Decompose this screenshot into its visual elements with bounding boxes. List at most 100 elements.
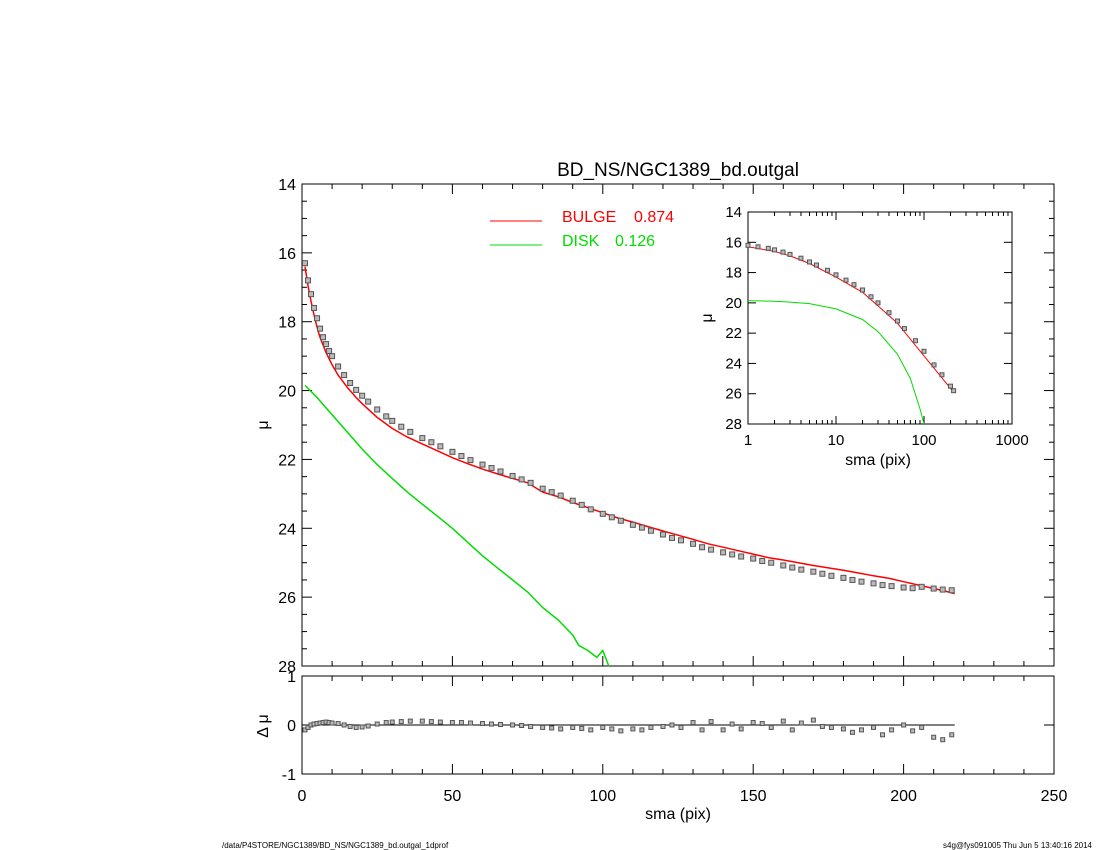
inset-data-point — [895, 318, 901, 324]
residual-point — [458, 720, 464, 726]
residual-point — [810, 717, 816, 723]
inset-data-point — [947, 383, 953, 389]
residual-point — [383, 720, 389, 726]
inset-x-tick-label: 1 — [744, 432, 752, 449]
footer-right: s4g@fys091005 Thu Jun 5 13:40:16 2014 — [943, 841, 1093, 850]
residual-y-tick-label: 0 — [287, 718, 296, 735]
main-data-point — [305, 277, 312, 284]
main-data-point — [302, 260, 309, 267]
residual-point — [858, 727, 864, 733]
main-data-point — [738, 553, 745, 560]
residual-point — [570, 724, 576, 730]
inset-x-tick-label: 100 — [911, 432, 936, 449]
inset-y-tick-label: 28 — [725, 416, 742, 433]
main-y-tick-label: 14 — [278, 177, 296, 194]
inset-data-point — [951, 388, 957, 394]
residual-point — [849, 729, 855, 735]
inset-data-point — [798, 255, 804, 261]
x-tick-label: 250 — [1041, 788, 1068, 805]
main-series — [302, 260, 955, 667]
main-data-point — [647, 527, 654, 534]
inset-data-point — [851, 282, 857, 288]
inset-data-point — [755, 244, 761, 250]
main-data-point — [668, 534, 675, 541]
residual-point — [428, 719, 434, 725]
main-data-point — [888, 583, 895, 590]
main-data-point — [918, 583, 925, 590]
residual-point — [889, 727, 895, 733]
residual-series — [302, 717, 955, 743]
inset-data-point — [833, 272, 839, 278]
residual-point — [489, 721, 495, 727]
residual-point — [419, 718, 425, 724]
residual-point — [528, 723, 534, 729]
inset-x-label: sma (pix) — [845, 452, 911, 469]
inset-data-point — [901, 326, 907, 332]
inset-data-point — [765, 245, 771, 251]
main-data-point — [509, 472, 516, 479]
main-data-point — [798, 566, 805, 573]
main-data-point — [930, 585, 937, 592]
main-data-point — [858, 578, 865, 585]
main-data-point — [458, 452, 465, 459]
main-data-point — [365, 398, 372, 405]
residual-point — [449, 720, 455, 726]
main-data-point — [780, 562, 787, 569]
main-data-point — [690, 540, 697, 547]
inset-frame — [747, 211, 1013, 425]
residual-point — [931, 734, 937, 740]
residual-point — [630, 726, 636, 732]
main-data-point — [437, 443, 444, 450]
residual-y-label: Δ μ — [255, 714, 272, 737]
residual-point — [510, 722, 516, 728]
residual-point — [359, 724, 365, 730]
inset-y-tick-label: 18 — [725, 265, 742, 282]
main-data-point — [629, 521, 636, 528]
main-data-point — [819, 570, 826, 577]
main-data-point — [840, 574, 847, 581]
residual-point — [600, 724, 606, 730]
main-data-point — [879, 582, 886, 589]
main-data-point — [383, 413, 390, 420]
main-data-point — [518, 476, 525, 483]
residual-y-tick-label: -1 — [282, 767, 296, 784]
main-data-point — [317, 325, 324, 332]
residual-point — [949, 732, 955, 738]
residual-point — [819, 723, 825, 729]
main-data-point — [488, 465, 495, 472]
footer-left: /data/P4STORE/NGC1389/BD_NS/NGC1389_bd.o… — [222, 841, 449, 850]
inset-data-point — [939, 372, 945, 378]
main-data-point — [467, 457, 474, 464]
x-tick-label: 150 — [740, 788, 767, 805]
main-data-point — [326, 347, 333, 354]
residual-point — [768, 724, 774, 730]
main-data-point — [497, 468, 504, 475]
main-data-point — [729, 551, 736, 558]
main-data-point — [810, 568, 817, 575]
main-data-point — [659, 531, 666, 538]
residual-point — [669, 722, 675, 728]
main-data-point — [311, 304, 318, 311]
residual-point — [759, 721, 765, 727]
main-data-point — [608, 514, 615, 521]
residual-point — [618, 728, 624, 734]
inset-y-tick-label: 16 — [725, 234, 742, 251]
main-y-tick-label: 22 — [278, 452, 296, 469]
main-data-point — [449, 448, 456, 455]
main-y-tick-label: 20 — [278, 384, 296, 401]
x-tick-label: 0 — [298, 788, 307, 805]
inset-y-label: μ — [699, 313, 716, 322]
main-data-point — [638, 524, 645, 531]
main-data-point — [939, 586, 946, 593]
inset-data-point — [875, 300, 881, 306]
main-data-point — [320, 334, 327, 341]
main-data-point — [527, 479, 534, 486]
residual-point — [407, 718, 413, 724]
x-tick-label: 100 — [589, 788, 616, 805]
residual-point — [365, 723, 371, 729]
main-data-point — [557, 492, 564, 499]
residual-point — [871, 724, 877, 730]
residual-point — [479, 721, 485, 727]
residual-point — [341, 722, 347, 728]
residual-point — [558, 726, 564, 732]
